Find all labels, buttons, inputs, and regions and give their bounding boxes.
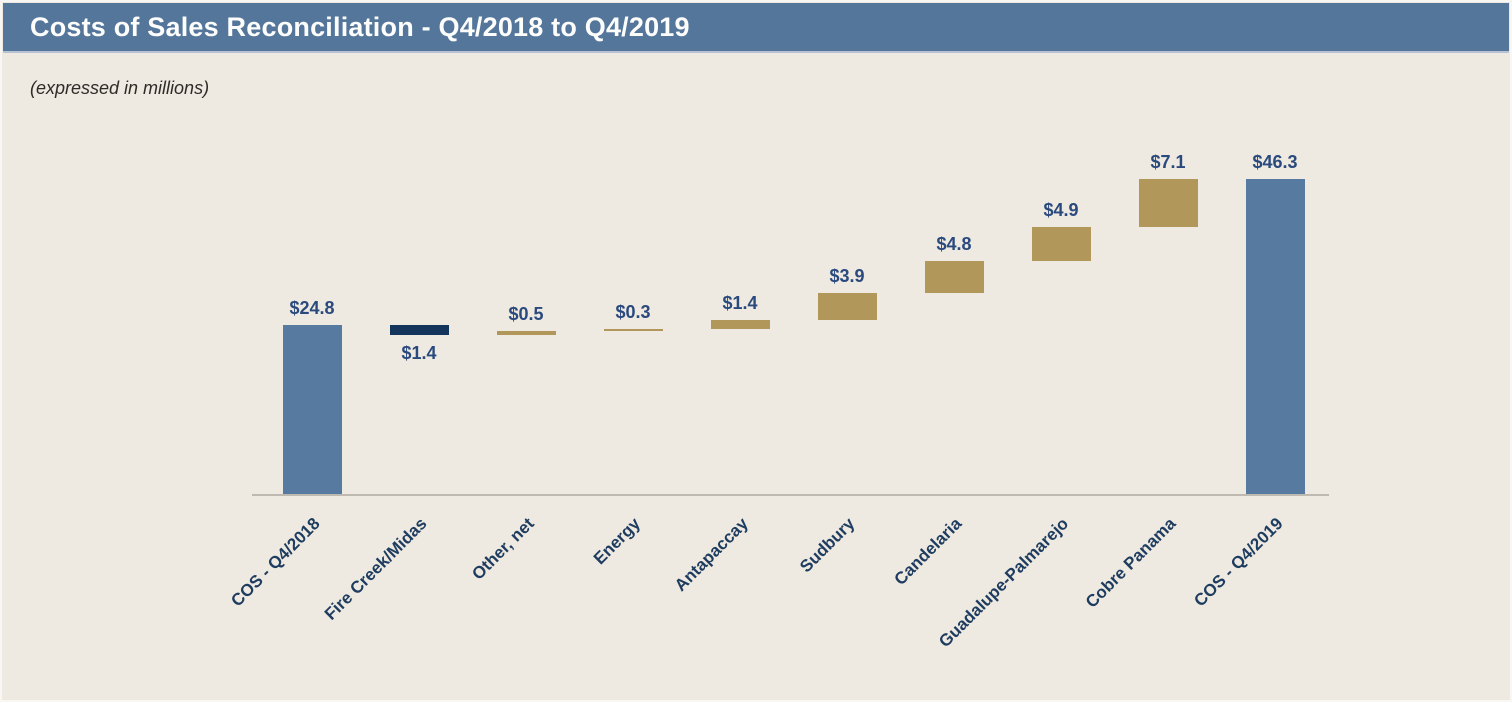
waterfall-bar-cobre-panama: [1138, 179, 1198, 228]
waterfall-bar-cos-q4-2018: [282, 325, 342, 494]
value-label-cos-q4-2019: $46.3: [1252, 152, 1298, 173]
waterfall-bar-candelaria: [924, 260, 984, 294]
chart-title: Costs of Sales Reconciliation - Q4/2018 …: [30, 11, 690, 42]
tick-label-cos-q4-2018: COS - Q4/2018: [227, 514, 324, 611]
value-label-cobre-panama: $7.1: [1150, 152, 1186, 173]
units-note: (expressed in millions): [30, 78, 210, 98]
waterfall-bar-other-net: [496, 331, 556, 335]
value-label-antapaccay: $1.4: [722, 292, 758, 313]
value-label-candelaria: $4.8: [936, 233, 972, 254]
value-label-other-net: $0.5: [508, 304, 544, 325]
tick-label-cobre-panama: Cobre Panama: [1081, 514, 1180, 612]
tick-label-fire-creek-midas: Fire Creek/Midas: [320, 514, 431, 624]
tick-label-energy: Energy: [590, 514, 645, 569]
value-label-energy: $0.3: [615, 302, 651, 323]
tick-label-candelaria: Candelaria: [890, 514, 966, 589]
value-label-cos-q4-2018: $24.8: [289, 298, 335, 319]
waterfall-bar-cos-q4-2019: [1245, 179, 1305, 494]
chart-title-bar: Costs of Sales Reconciliation - Q4/2018 …: [3, 3, 1509, 53]
waterfall-bar-antapaccay: [710, 319, 770, 330]
x-axis-line: [252, 494, 1329, 496]
tick-label-sudbury: Sudbury: [796, 514, 859, 577]
waterfall-bar-sudbury: [817, 293, 877, 320]
tick-label-antapaccay: Antapaccay: [670, 514, 752, 595]
value-label-fire-creek-midas: $1.4: [401, 342, 437, 363]
value-label-guadalupe-palmarejo: $4.9: [1043, 200, 1079, 221]
value-label-sudbury: $3.9: [829, 266, 865, 287]
waterfall-bar-guadalupe-palmarejo: [1031, 227, 1091, 261]
waterfall-bar-fire-creek-midas: [389, 325, 449, 335]
waterfall-bar-energy: [603, 329, 663, 332]
tick-label-other-net: Other, net: [467, 514, 538, 584]
tick-label-cos-q4-2019: COS - Q4/2019: [1190, 514, 1287, 611]
